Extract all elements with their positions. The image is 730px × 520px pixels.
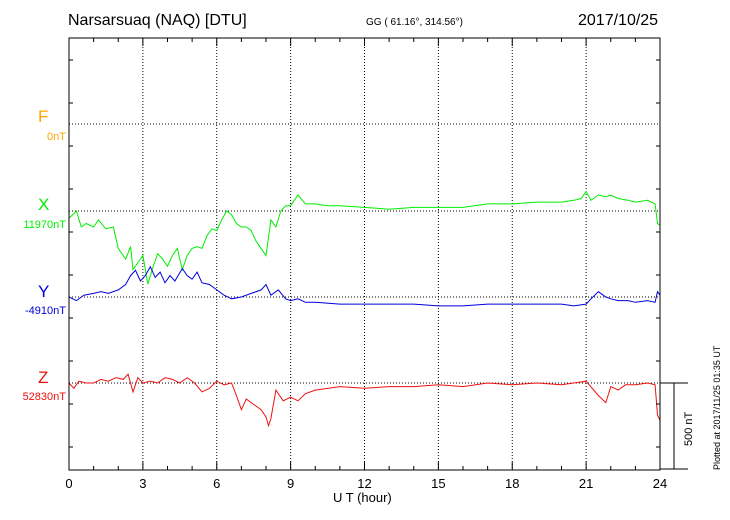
coordinates-label: GG ( 61.16°, 314.56°) <box>366 17 463 28</box>
x-tick-label: 0 <box>65 476 72 491</box>
trace-z <box>68 373 661 428</box>
x-tick-label: 21 <box>579 476 593 491</box>
date-label: 2017/10/25 <box>578 12 659 29</box>
x-axis-title: U T (hour) <box>333 490 392 505</box>
series-name-z: Z <box>38 368 49 387</box>
x-tick-label: 12 <box>357 476 371 491</box>
scale-bar <box>660 382 688 470</box>
x-tick-labels: 0 3 6 9 12 15 18 21 24 <box>65 476 667 491</box>
x-tick-label: 9 <box>287 476 294 491</box>
grid-lines <box>69 38 660 470</box>
series-name-f: F <box>38 107 49 126</box>
baseline-label-y: -4910nT <box>25 305 66 317</box>
trace-x <box>68 190 661 285</box>
baseline-label-x: 11970nT <box>23 219 66 231</box>
x-tick-label: 6 <box>213 476 220 491</box>
baseline-label-z: 52830nT <box>22 391 66 403</box>
station-title: Narsarsuaq (NAQ) [DTU] <box>68 12 247 29</box>
x-tick-label: 3 <box>139 476 146 491</box>
plotted-at-credit: Plotted at 2017/11/25 01:35 UT <box>712 345 722 470</box>
x-tick-label: 24 <box>653 476 667 491</box>
trace-y <box>68 265 661 307</box>
x-tick-label: 18 <box>505 476 519 491</box>
series-traces <box>68 190 661 428</box>
series-name-x: X <box>38 195 50 214</box>
x-tick-label: 15 <box>431 476 445 491</box>
series-name-y: Y <box>38 282 50 301</box>
scale-bar-label: 500 nT <box>683 411 695 446</box>
baseline-label-f: 0nT <box>47 131 66 143</box>
axis-ticks <box>68 38 661 470</box>
